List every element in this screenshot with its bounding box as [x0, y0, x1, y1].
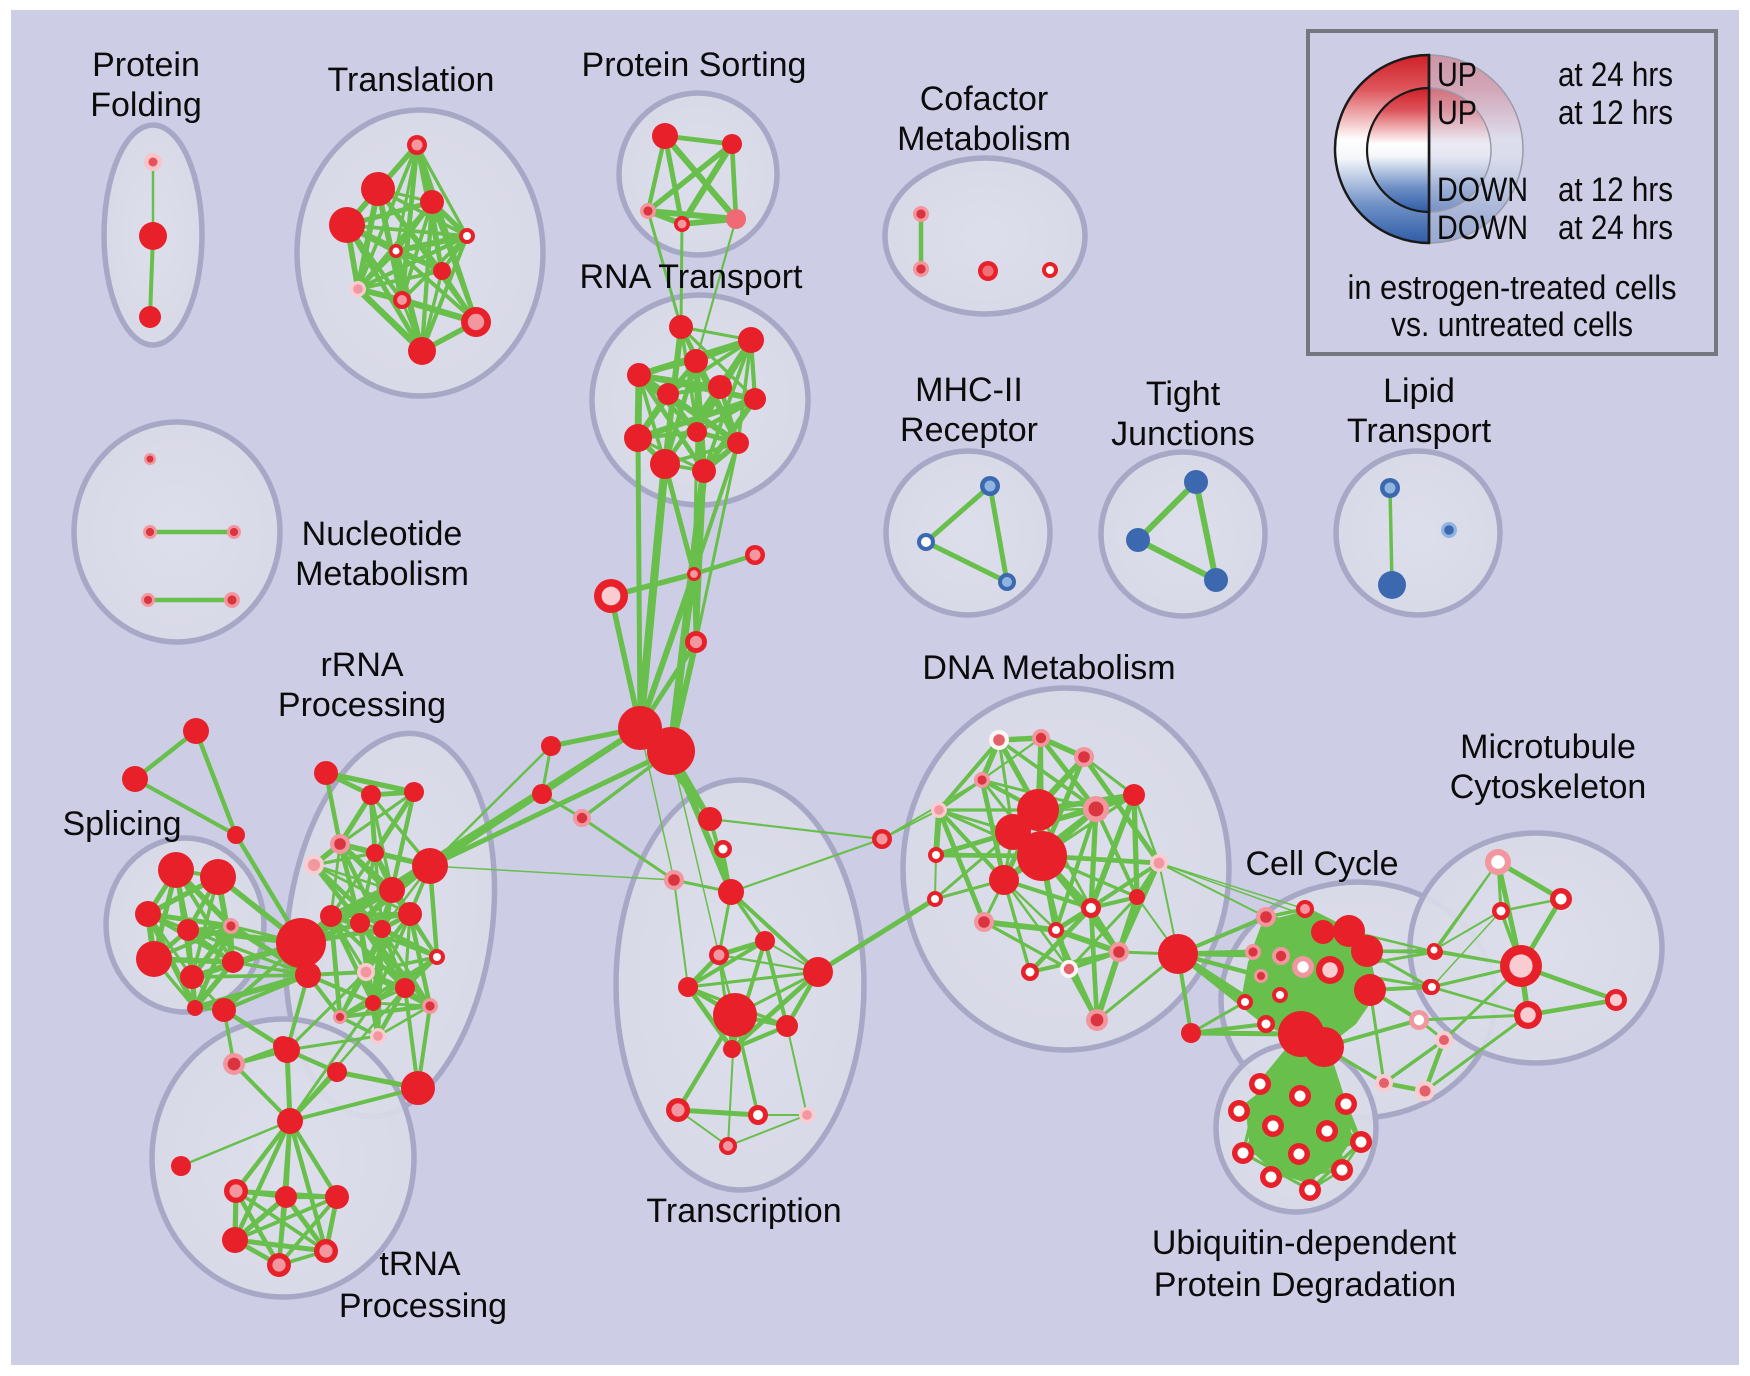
- svg-text:Metabolism: Metabolism: [897, 120, 1071, 158]
- svg-text:DNA Metabolism: DNA Metabolism: [922, 649, 1175, 687]
- svg-text:Microtubule: Microtubule: [1460, 728, 1636, 766]
- svg-text:Cofactor: Cofactor: [920, 80, 1049, 118]
- svg-text:Folding: Folding: [90, 86, 202, 124]
- svg-text:Processing: Processing: [339, 1287, 507, 1325]
- svg-text:at 24 hrs: at 24 hrs: [1558, 209, 1673, 247]
- svg-text:DOWN: DOWN: [1437, 209, 1528, 247]
- svg-text:Transcription: Transcription: [646, 1192, 841, 1230]
- svg-text:Tight: Tight: [1146, 375, 1221, 413]
- svg-text:at 12 hrs: at 12 hrs: [1558, 171, 1673, 209]
- svg-text:Lipid: Lipid: [1383, 372, 1455, 410]
- svg-text:Cytoskeleton: Cytoskeleton: [1450, 768, 1647, 806]
- svg-text:Splicing: Splicing: [62, 805, 181, 843]
- svg-text:rRNA: rRNA: [320, 646, 403, 684]
- svg-text:Protein Sorting: Protein Sorting: [582, 46, 807, 84]
- svg-text:Protein Degradation: Protein Degradation: [1154, 1266, 1456, 1304]
- svg-text:vs. untreated cells: vs. untreated cells: [1391, 306, 1633, 344]
- svg-text:RNA Transport: RNA Transport: [580, 258, 804, 296]
- svg-text:at 24 hrs: at 24 hrs: [1558, 56, 1673, 94]
- svg-text:at 12 hrs: at 12 hrs: [1558, 94, 1673, 132]
- svg-text:Ubiquitin-dependent: Ubiquitin-dependent: [1152, 1224, 1457, 1262]
- svg-text:MHC-II: MHC-II: [915, 371, 1023, 409]
- svg-text:Receptor: Receptor: [900, 411, 1038, 449]
- svg-text:Transport: Transport: [1347, 412, 1492, 450]
- svg-text:tRNA: tRNA: [379, 1245, 461, 1283]
- svg-text:Cell Cycle: Cell Cycle: [1245, 845, 1398, 883]
- svg-text:DOWN: DOWN: [1437, 171, 1528, 209]
- svg-text:Processing: Processing: [278, 686, 446, 724]
- svg-text:Nucleotide: Nucleotide: [302, 515, 463, 553]
- svg-text:Protein: Protein: [92, 46, 200, 84]
- svg-text:in estrogen-treated cells: in estrogen-treated cells: [1347, 269, 1676, 307]
- svg-text:Junctions: Junctions: [1111, 415, 1255, 453]
- svg-text:UP: UP: [1437, 94, 1477, 132]
- svg-text:Translation: Translation: [328, 61, 495, 99]
- svg-text:Metabolism: Metabolism: [295, 555, 469, 593]
- svg-text:UP: UP: [1437, 56, 1477, 94]
